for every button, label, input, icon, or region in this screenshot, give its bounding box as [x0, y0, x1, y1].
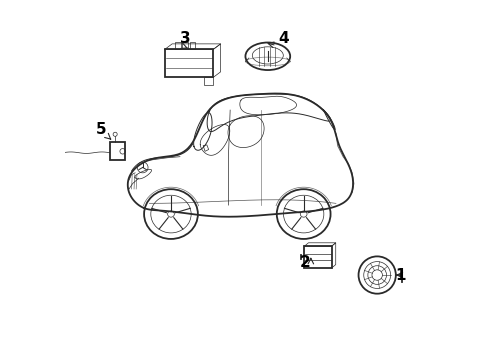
Text: 3: 3 — [180, 31, 190, 46]
Text: 1: 1 — [394, 267, 405, 283]
Bar — [175, 41, 181, 49]
Text: 5: 5 — [96, 122, 106, 137]
Text: 2: 2 — [300, 255, 310, 270]
Text: 4: 4 — [278, 31, 289, 46]
Bar — [203, 77, 213, 85]
Bar — [189, 41, 195, 49]
Bar — [109, 143, 124, 160]
Bar — [55, 155, 63, 159]
Bar — [182, 41, 188, 49]
Bar — [164, 49, 213, 77]
Bar — [304, 246, 331, 268]
